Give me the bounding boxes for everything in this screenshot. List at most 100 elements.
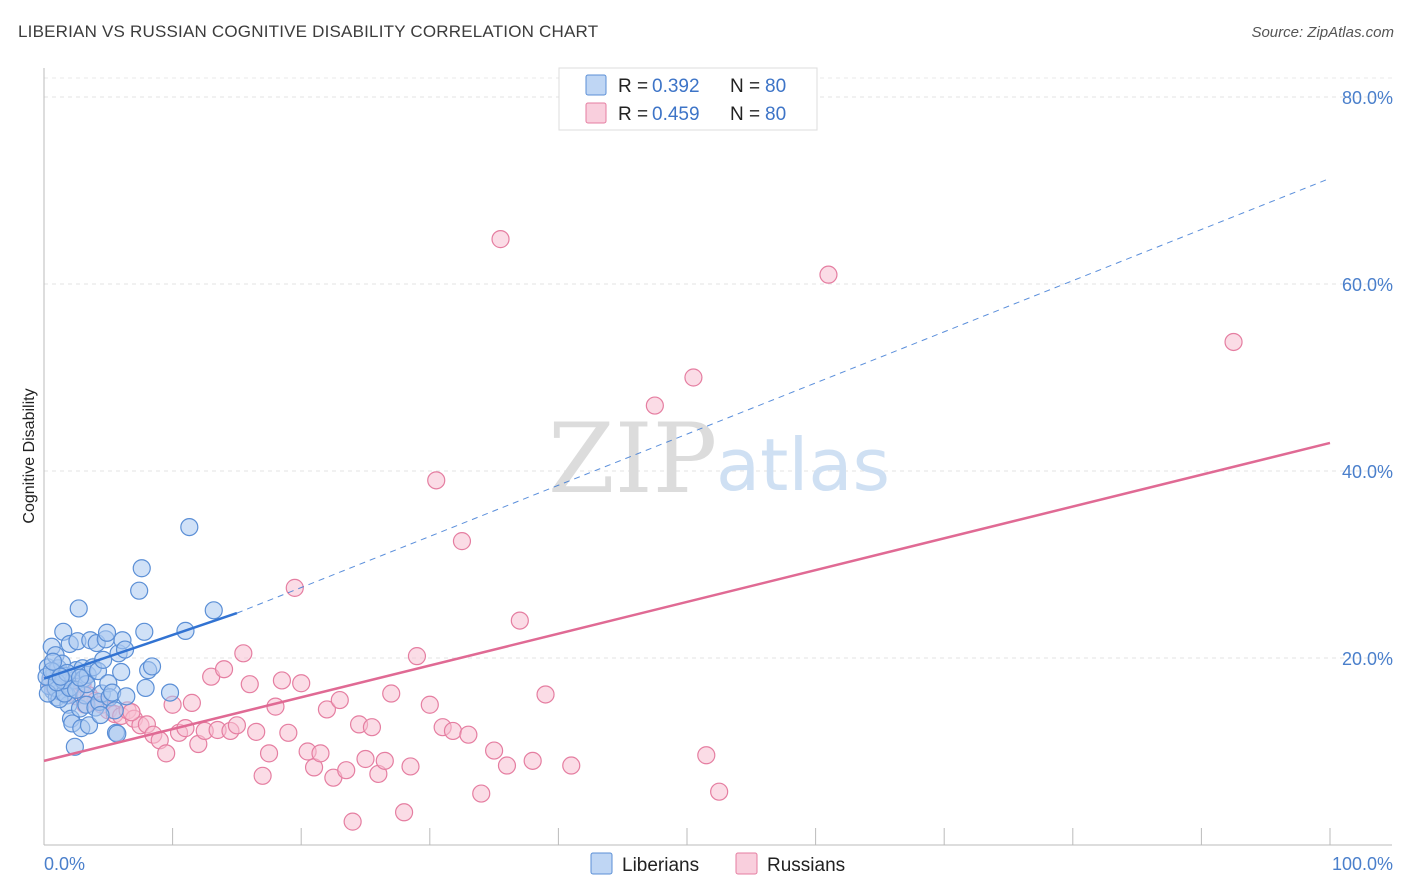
russians-point [819,265,838,284]
watermark-atlas: atlas [716,423,890,507]
russians-point [182,693,201,712]
russians-point [523,751,542,770]
legend-r-label-russians: R = [618,104,648,125]
russians-point [1224,332,1243,352]
russians-point [317,700,337,719]
russians-point [356,749,375,769]
russians-point [407,647,427,666]
russians-point [510,611,529,630]
russians-point [491,230,510,249]
russians-point [292,674,311,693]
watermark-zip: ZIP [548,403,717,515]
series-legend-label-russians: Russians [767,855,845,876]
liberians-trend-extension [236,177,1331,614]
series-legend-swatch-liberians [590,852,613,875]
chart-title: LIBERIAN VS RUSSIAN COGNITIVE DISABILITY… [18,22,599,41]
legend-swatch-russians [585,102,607,124]
russians-point [443,721,463,741]
russians-point [157,744,176,763]
russians-point [337,761,356,780]
legend-swatch-liberians [585,74,607,96]
russians-point [562,756,581,775]
legend-n-label-liberians: N = [730,76,760,97]
russians-point [343,812,362,831]
x-tick-label: 100.0% [1332,854,1393,874]
y-tick-label: 80.0% [1342,88,1393,108]
legend-r-label-liberians: R = [618,76,648,97]
russians-point [227,716,246,735]
russians-point [240,675,259,694]
russians-points [41,230,1243,831]
russians-point [375,751,394,770]
legend-r-value-russians: 0.459 [652,104,700,125]
liberians-point [160,683,180,702]
y-tick-label: 20.0% [1342,649,1393,669]
russians-point [710,782,729,801]
liberians-point [135,622,154,641]
russians-point [697,746,716,765]
axes [43,68,1392,846]
liberians-point [43,652,63,671]
series-legend: Liberians Russians [590,852,845,876]
russians-point [394,803,414,822]
y-tick-labels: 20.0% 40.0% 60.0% 80.0% [1342,88,1393,669]
russians-point [279,723,298,742]
legend-n-label-russians: N = [730,104,760,125]
liberians-point [142,657,162,676]
liberians-point [69,599,88,618]
russians-point [362,718,382,737]
liberians-point [180,517,199,537]
liberians-point [91,705,110,725]
russians-point [272,671,292,690]
legend-n-value-liberians: 80 [765,76,786,97]
russians-point [459,725,478,744]
russians-point [234,644,253,663]
liberians-point [117,687,136,706]
liberians-point [97,623,117,642]
russians-point [684,368,703,387]
liberians-point [70,668,90,687]
correlation-legend: R = 0.392 N = 80 R = 0.459 N = 80 [558,67,818,131]
liberians-points [37,517,223,756]
liberians-point [108,724,127,743]
x-tick-labels: 0.0% 100.0% [44,854,1393,874]
russians-point [311,744,330,763]
liberians-point [79,716,99,735]
russians-trend-line [43,441,1331,763]
russians-point [401,757,420,776]
russians-point [497,756,517,775]
russians-point [382,684,401,703]
russians-point [645,396,664,415]
source-credit: Source: ZipAtlas.com [1251,24,1394,41]
russians-point [330,690,349,710]
russians-point [122,703,141,722]
y-axis-label: Cognitive Disability [21,388,38,523]
liberians-point [132,559,151,578]
russians-point [253,766,272,785]
y-tick-label: 40.0% [1342,462,1393,482]
russians-point [427,471,446,490]
series-legend-swatch-russians [735,852,758,875]
liberians-point [112,662,131,682]
watermark: ZIP atlas [548,403,890,515]
liberians-trend-line [43,611,238,680]
legend-r-value-liberians: 0.392 [652,76,700,97]
russians-point [259,744,279,763]
y-tick-label: 60.0% [1342,275,1393,295]
liberians-point [130,581,149,600]
trend-lines [43,177,1331,763]
russians-point [485,741,504,760]
russians-point [266,697,285,716]
russians-point [247,722,266,741]
x-tick-label: 0.0% [44,854,85,874]
liberians-point [204,601,223,620]
russians-point [214,660,234,679]
series-legend-label-liberians: Liberians [622,855,699,876]
russians-point [536,685,555,704]
liberians-point [94,650,113,669]
russians-point [420,695,439,714]
russians-point [472,784,491,803]
legend-n-value-russians: 80 [765,104,786,125]
russians-point [452,532,472,551]
